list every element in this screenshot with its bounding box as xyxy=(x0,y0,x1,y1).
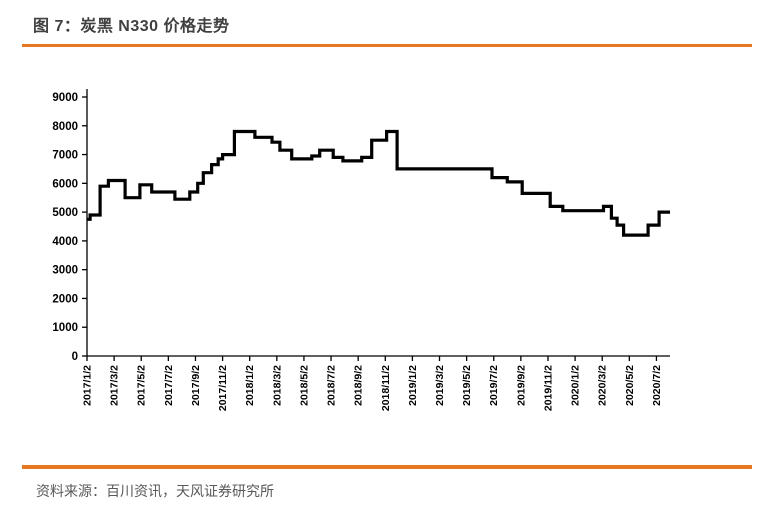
x-tick-label: 2019/3/2 xyxy=(434,365,446,406)
x-tick-label: 2020/7/2 xyxy=(651,365,663,406)
x-tick-label: 2019/9/2 xyxy=(515,365,527,406)
x-tick-label: 2017/1/2 xyxy=(82,365,94,406)
title-divider-rule xyxy=(22,44,752,47)
y-tick-label: 9000 xyxy=(52,92,78,104)
x-tick-label: 2018/7/2 xyxy=(326,365,338,406)
price-chart: 0 1000 2000 3000 4000 5000 6000 7000 8000 9000 201… xyxy=(52,89,670,411)
y-tick-label: 3000 xyxy=(52,265,78,277)
y-tick-label: 5000 xyxy=(52,207,78,219)
figure-title: 图 7：炭黑 N330 价格走势 xyxy=(33,18,230,35)
x-tick-label: 2020/5/2 xyxy=(624,365,636,406)
x-tick-label: 2018/1/2 xyxy=(244,365,256,406)
x-tick-label: 2019/7/2 xyxy=(488,365,500,406)
y-tick-label: 2000 xyxy=(52,293,78,305)
x-tick-label: 2017/7/2 xyxy=(163,365,175,406)
x-tick-label: 2018/3/2 xyxy=(271,365,283,406)
x-tick-label: 2018/9/2 xyxy=(353,365,365,406)
x-tick-label: 2017/11/2 xyxy=(217,365,229,411)
x-tick-label: 2017/9/2 xyxy=(190,365,202,406)
footer-divider-rule xyxy=(22,465,752,469)
x-tick-label: 2017/5/2 xyxy=(136,365,148,406)
x-tick-label: 2017/3/2 xyxy=(109,365,121,406)
y-tick-label: 4000 xyxy=(52,236,78,248)
y-tick-label: 6000 xyxy=(52,178,78,190)
x-tick-label: 2020/3/2 xyxy=(597,365,609,406)
x-tick-label: 2020/1/2 xyxy=(570,365,582,406)
y-tick-label: 1000 xyxy=(52,322,78,334)
y-tick-label: 7000 xyxy=(52,150,78,162)
y-tick-label: 8000 xyxy=(52,121,78,133)
x-tick-label: 2019/1/2 xyxy=(407,365,419,406)
y-tick-label: 0 xyxy=(72,351,78,363)
figure-source: 资料来源：百川资讯，天风证券研究所 xyxy=(36,483,274,499)
price-line xyxy=(87,129,670,237)
x-tick-label: 2018/11/2 xyxy=(380,365,392,411)
x-tick-label: 2019/11/2 xyxy=(542,365,554,411)
x-tick-label: 2019/5/2 xyxy=(461,365,473,406)
x-tick-label: 2018/5/2 xyxy=(298,365,310,406)
